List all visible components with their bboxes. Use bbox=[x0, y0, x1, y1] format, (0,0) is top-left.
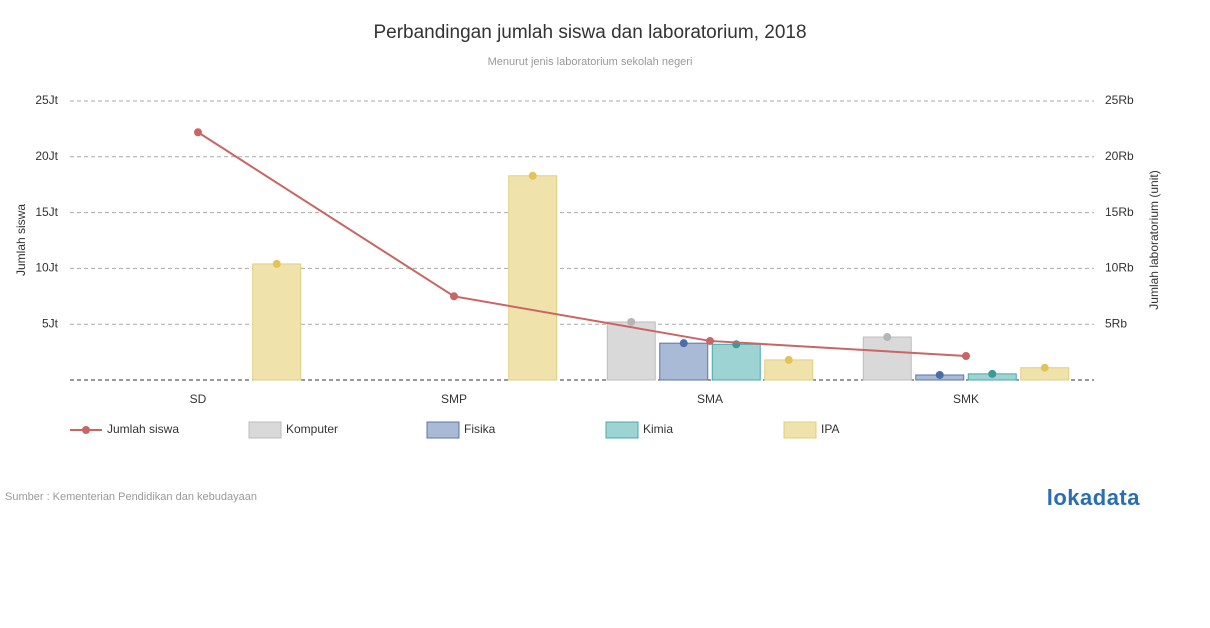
legend-swatch bbox=[783, 421, 817, 439]
line-marker bbox=[450, 292, 458, 301]
y-tick-label: 5Jt bbox=[42, 316, 59, 330]
y2-tick-label: 20Rb bbox=[1105, 149, 1134, 163]
y-tick-label: 10Jt bbox=[35, 261, 58, 275]
legend-swatch bbox=[605, 421, 639, 439]
bar-marker bbox=[784, 355, 793, 364]
legend-label: IPA bbox=[821, 422, 839, 436]
bar-marker bbox=[627, 317, 636, 326]
source: Sumber : Kementerian Pendidikan dan kebu… bbox=[5, 491, 257, 503]
x-tick-label: SMA bbox=[697, 392, 723, 406]
line-marker bbox=[962, 352, 970, 361]
legend-swatch bbox=[248, 421, 282, 439]
y-tick-label: 25Jt bbox=[35, 93, 58, 107]
bar-marker bbox=[528, 171, 537, 180]
legend-label: Komputer bbox=[286, 422, 338, 436]
bar-marker bbox=[272, 259, 281, 268]
line-marker bbox=[706, 336, 714, 345]
bar bbox=[252, 263, 302, 381]
y2-tick-label: 25Rb bbox=[1105, 93, 1134, 107]
chart-title: Perbandingan jumlah siswa dan laboratori… bbox=[373, 22, 806, 43]
bar bbox=[862, 336, 912, 381]
bar bbox=[711, 343, 761, 381]
y2-tick-label: 5Rb bbox=[1105, 316, 1127, 330]
line bbox=[197, 131, 967, 358]
x-tick-label: SMP bbox=[441, 392, 467, 406]
y2-axis-title: Jumlah laboratorium (unit) bbox=[1147, 170, 1161, 309]
legend-label: Fisika bbox=[464, 422, 496, 436]
legend-label: Jumlah siswa bbox=[107, 422, 179, 436]
bar-marker bbox=[1040, 363, 1049, 372]
bar-marker bbox=[935, 370, 944, 379]
y2-tick-label: 10Rb bbox=[1105, 261, 1134, 275]
bar-marker bbox=[679, 339, 688, 348]
bar bbox=[659, 342, 709, 381]
y-tick-label: 20Jt bbox=[35, 149, 58, 163]
y2-tick-label: 15Rb bbox=[1105, 205, 1134, 219]
bar-marker bbox=[883, 333, 892, 342]
legend-swatch bbox=[82, 426, 90, 434]
y-axis-title: Jumlah siswa bbox=[14, 204, 28, 276]
chart-subtitle: Menurut jenis laboratorium sekolah neger… bbox=[488, 56, 693, 68]
x-tick-label: SD bbox=[190, 392, 207, 406]
legend-label: Kimia bbox=[643, 422, 673, 436]
legend-swatch bbox=[426, 421, 460, 439]
x-tick-label: SMK bbox=[953, 392, 979, 406]
line-marker bbox=[194, 128, 202, 137]
bar bbox=[606, 321, 656, 381]
y-tick-label: 15Jt bbox=[35, 205, 58, 219]
logo[interactable]: lokadata bbox=[1047, 485, 1141, 510]
bar-marker bbox=[988, 369, 997, 378]
bar bbox=[508, 175, 558, 381]
